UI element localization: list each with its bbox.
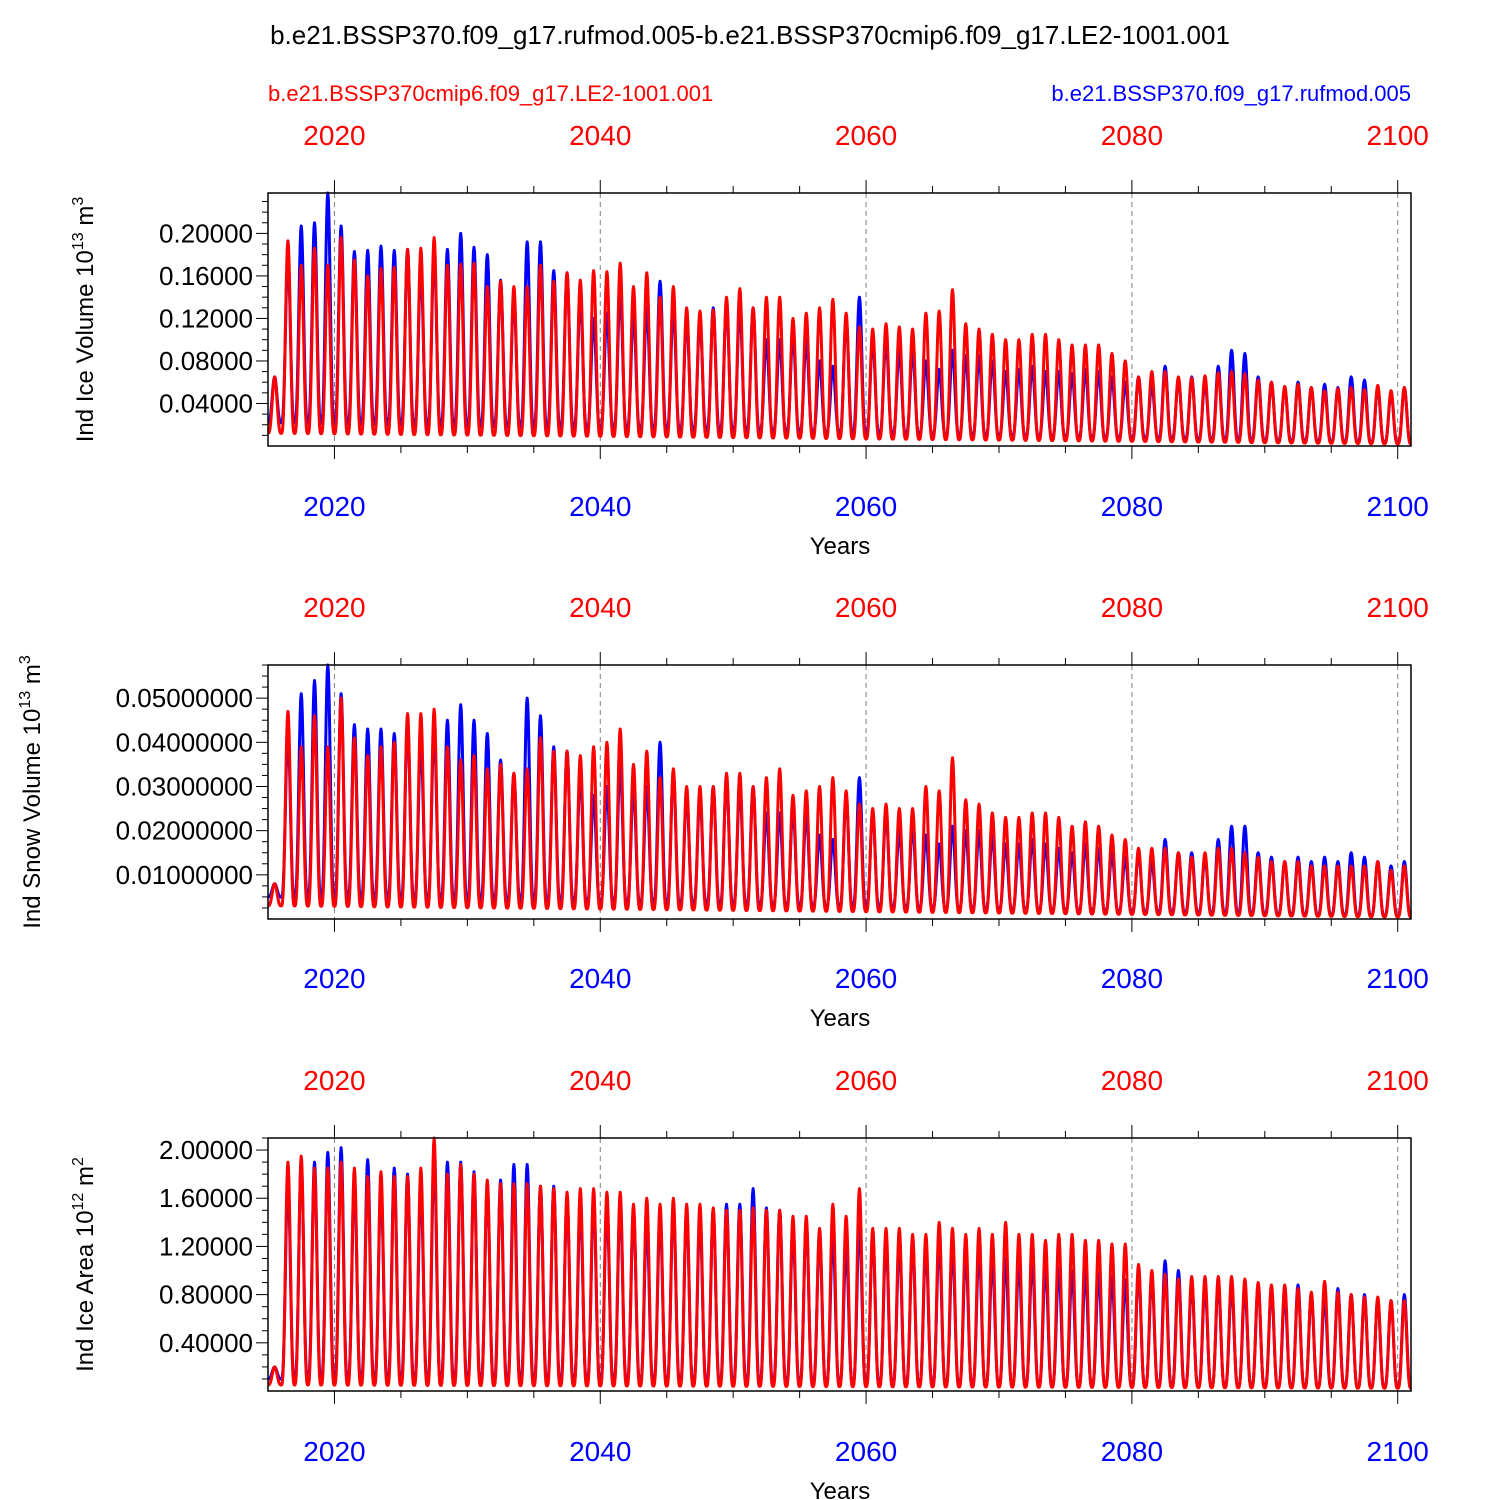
x-tick-label-top: 2060 xyxy=(835,120,897,151)
x-tick-label-bottom: 2060 xyxy=(835,963,897,994)
x-tick-label-bottom: 2100 xyxy=(1367,963,1429,994)
plot-frame xyxy=(267,1137,1412,1392)
y-tick-label: 0.20000 xyxy=(159,218,253,248)
x-tick-label-bottom: 2040 xyxy=(569,963,631,994)
x-tick-label-top: 2080 xyxy=(1101,1065,1163,1096)
x-tick-label-bottom: 2020 xyxy=(303,963,365,994)
x-tick-label-bottom: 2040 xyxy=(569,1436,631,1467)
y-tick-label: 0.02000000 xyxy=(116,816,253,846)
x-tick-label-top: 2020 xyxy=(303,592,365,623)
x-tick-label-top: 2020 xyxy=(303,1065,365,1096)
y-tick-label: 0.40000 xyxy=(159,1328,253,1358)
y-tick-label: 0.05000000 xyxy=(116,683,253,713)
x-tick-label-top: 2100 xyxy=(1367,1065,1429,1096)
panels: 0.04000 0.08000 0.12000 0.16000 0.20000 2020 2… xyxy=(17,120,1429,1500)
x-tick-label-bottom: 2060 xyxy=(835,491,897,522)
x-tick-label-bottom: 2100 xyxy=(1367,491,1429,522)
x-axis-label: Years xyxy=(810,1478,871,1500)
x-tick-label-bottom: 2040 xyxy=(569,491,631,522)
x-tick-label-top: 2060 xyxy=(835,1065,897,1096)
x-tick-label-top: 2100 xyxy=(1367,592,1429,623)
y-tick-label: 0.03000000 xyxy=(116,771,253,801)
y-axis-label: Ind Ice Volume 1013 m3 xyxy=(70,197,99,443)
x-tick-label-bottom: 2080 xyxy=(1101,1436,1163,1467)
y-tick-label: 0.04000000 xyxy=(116,727,253,757)
legend-blue-run: b.e21.BSSP370.f09_g17.rufmod.005 xyxy=(1051,81,1411,106)
x-tick-label-top: 2060 xyxy=(835,592,897,623)
x-tick-label-bottom: 2060 xyxy=(835,1436,897,1467)
plot-frame xyxy=(267,664,1412,920)
x-tick-label-bottom: 2100 xyxy=(1367,1436,1429,1467)
figure-title: b.e21.BSSP370.f09_g17.rufmod.005-b.e21.B… xyxy=(270,20,1230,50)
y-tick-label: 0.12000 xyxy=(159,303,253,333)
x-tick-label-top: 2040 xyxy=(569,1065,631,1096)
y-tick-label: 0.16000 xyxy=(159,261,253,291)
x-axis-label: Years xyxy=(810,1005,871,1032)
x-tick-label-bottom: 2080 xyxy=(1101,963,1163,994)
x-tick-label-top: 2100 xyxy=(1367,120,1429,151)
y-tick-label: 0.08000 xyxy=(159,346,253,376)
x-tick-label-top: 2020 xyxy=(303,120,365,151)
x-axis-label: Years xyxy=(810,533,871,560)
series-line-red xyxy=(267,696,1412,919)
y-tick-label: 0.01000000 xyxy=(116,860,253,890)
legend-red-run: b.e21.BSSP370cmip6.f09_g17.LE2-1001.001 xyxy=(268,81,713,106)
y-axis-label: Ind Snow Volume 1013 m3 xyxy=(17,655,46,929)
series-line-red xyxy=(267,236,1412,446)
x-tick-label-top: 2040 xyxy=(569,120,631,151)
x-tick-label-bottom: 2080 xyxy=(1101,491,1163,522)
y-tick-label: 1.60000 xyxy=(159,1183,253,1213)
x-tick-label-bottom: 2020 xyxy=(303,1436,365,1467)
chart-panel-1: 0.04000 0.08000 0.12000 0.16000 0.20000 2020 2… xyxy=(70,120,1429,560)
x-tick-label-top: 2040 xyxy=(569,592,631,623)
y-tick-label: 0.04000 xyxy=(159,388,253,418)
series-line-red xyxy=(267,1136,1412,1390)
x-tick-label-top: 2080 xyxy=(1101,120,1163,151)
y-tick-label: 0.80000 xyxy=(159,1280,253,1310)
x-tick-label-bottom: 2020 xyxy=(303,491,365,522)
y-tick-label: 1.20000 xyxy=(159,1231,253,1261)
y-tick-label: 2.00000 xyxy=(159,1135,253,1165)
x-tick-label-top: 2080 xyxy=(1101,592,1163,623)
plot-frame xyxy=(267,192,1412,447)
y-axis-label: Ind Ice Area 1012 m2 xyxy=(70,1157,99,1372)
chart-panel-2: 0.01000000 0.02000000 0.03000000 0.04000000… xyxy=(17,592,1429,1032)
chart-panel-3: 0.40000 0.80000 1.20000 1.60000 2.00000 2020 2… xyxy=(70,1065,1429,1500)
